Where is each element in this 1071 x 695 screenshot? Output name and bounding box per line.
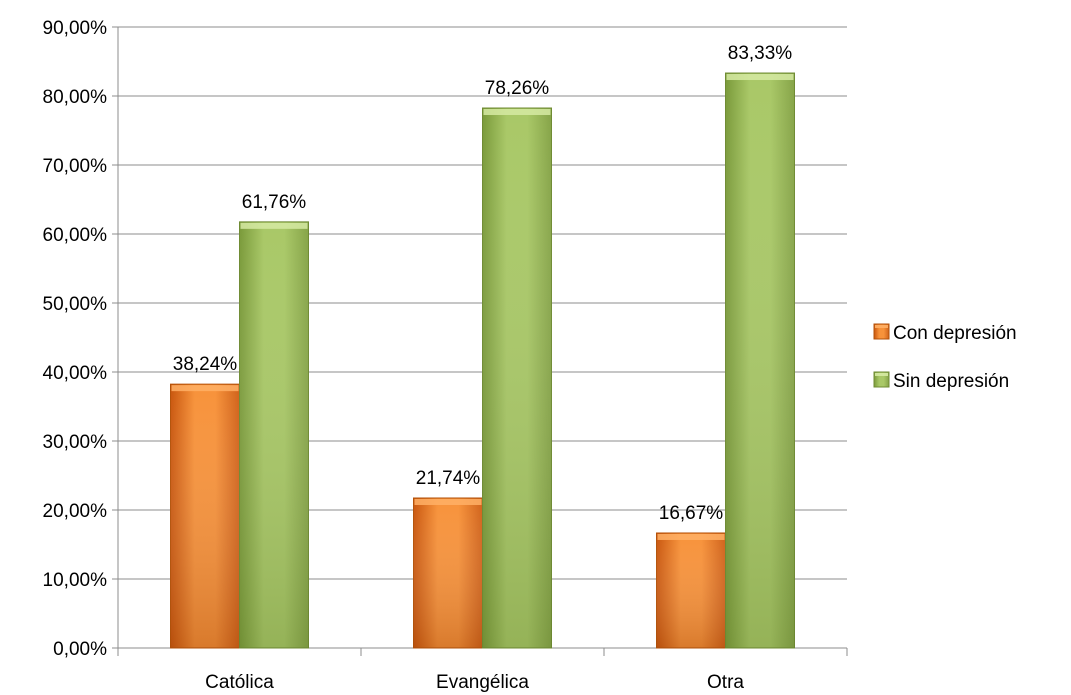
data-label: 16,67% <box>659 503 724 524</box>
legend-swatch-bevel <box>875 373 888 376</box>
x-tick-label: Evangélica <box>436 672 529 693</box>
legend: Con depresión Sin depresión <box>873 323 1017 392</box>
legend-label: Sin depresión <box>893 371 1009 392</box>
legend-swatch-bevel <box>875 325 888 328</box>
bar-shade <box>239 221 309 648</box>
data-label: 61,76% <box>242 192 307 213</box>
legend-label: Con depresión <box>893 323 1017 344</box>
y-tick-label: 30,00% <box>43 432 108 453</box>
data-label: 83,33% <box>728 43 793 64</box>
data-label: 78,26% <box>485 78 550 99</box>
bar-top-bevel <box>483 109 551 116</box>
y-tick-label: 0,00% <box>53 639 107 660</box>
bars <box>170 72 795 649</box>
bar-shade <box>170 384 240 648</box>
y-tick-label: 50,00% <box>43 294 108 315</box>
legend-item: Sin depresión <box>873 371 1009 392</box>
bar <box>170 383 240 649</box>
bar-top-bevel <box>657 533 725 540</box>
data-label: 38,24% <box>173 354 238 375</box>
data-label: 21,74% <box>416 468 481 489</box>
y-tick-label: 90,00% <box>43 18 108 39</box>
y-tick-label: 70,00% <box>43 156 108 177</box>
bar-shade <box>413 497 483 648</box>
bar-shade <box>725 73 795 648</box>
bar <box>413 497 483 649</box>
bar-shade <box>656 532 726 648</box>
bar <box>482 107 552 649</box>
x-tick-label: Católica <box>205 672 274 693</box>
bar <box>656 532 726 649</box>
bar-top-bevel <box>726 74 794 81</box>
y-tick-label: 80,00% <box>43 87 108 108</box>
legend-item: Con depresión <box>873 323 1017 344</box>
y-tick-label: 40,00% <box>43 363 108 384</box>
data-labels: 38,24% 21,74% 16,67% 61,76% 78,26% 83,33% <box>173 43 793 524</box>
bar-top-bevel <box>240 222 308 229</box>
y-tick-label: 20,00% <box>43 501 108 522</box>
y-tick-label: 60,00% <box>43 225 108 246</box>
bar-top-bevel <box>414 498 482 505</box>
axes: 0,00% 10,00% 20,00% 30,00% 40,00% 50,00% 60,00… <box>43 18 848 693</box>
bar-shade <box>482 108 552 649</box>
bar-top-bevel <box>171 385 239 392</box>
bar <box>239 221 309 649</box>
y-tick-label: 10,00% <box>43 570 108 591</box>
bar <box>725 72 795 649</box>
x-tick-label: Otra <box>707 672 744 693</box>
